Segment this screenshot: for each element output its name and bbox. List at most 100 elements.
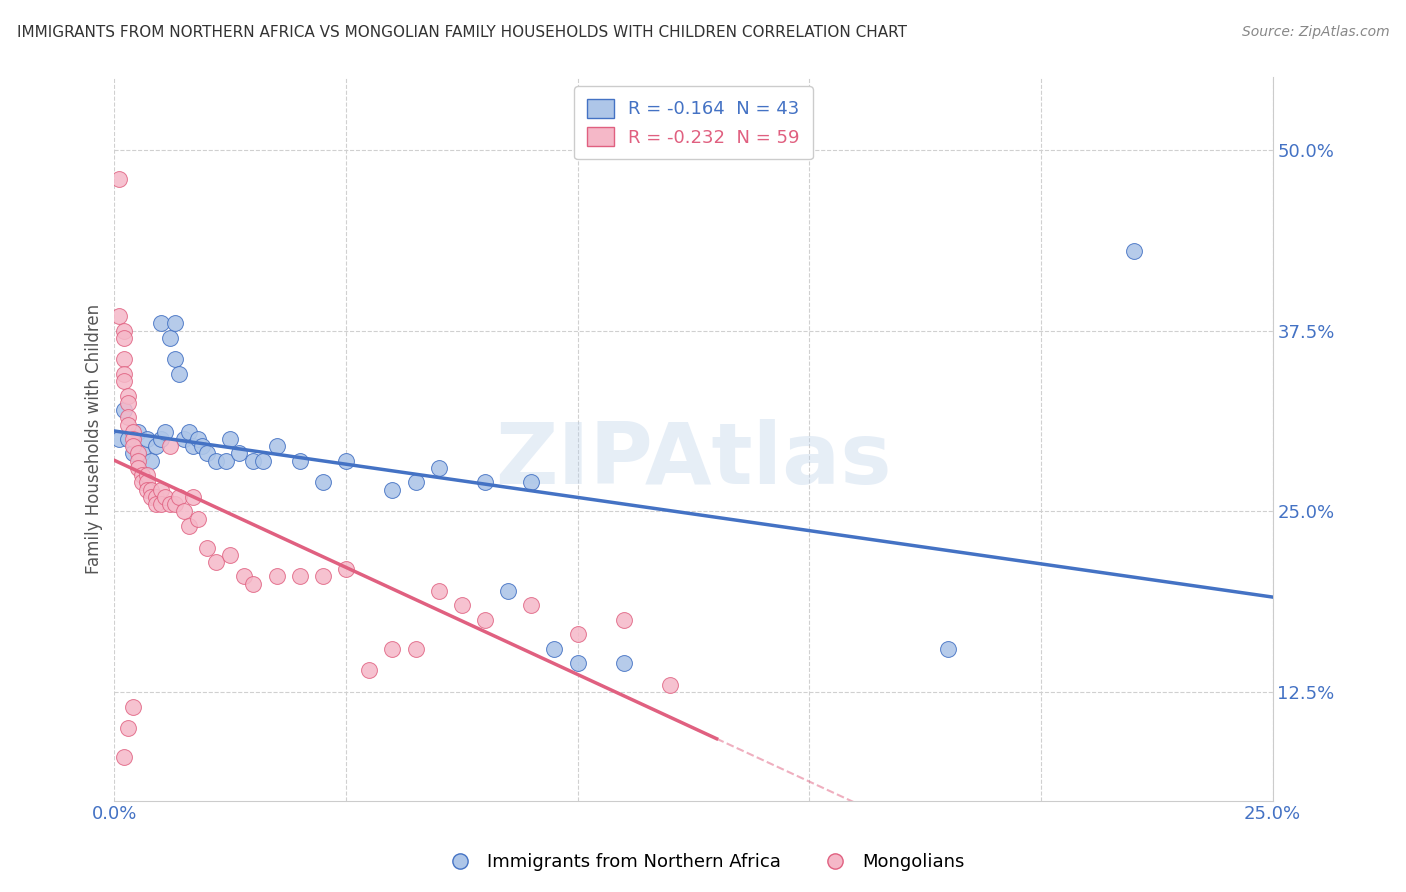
Point [496, 583, 519, 598]
Point [169, 490, 191, 504]
Point [205, 555, 228, 569]
Point [112, 403, 135, 417]
Point [163, 497, 186, 511]
Point [159, 331, 181, 345]
Point [117, 389, 139, 403]
Point [155, 425, 177, 439]
Point [474, 613, 496, 627]
Point [127, 454, 149, 468]
Point [122, 432, 145, 446]
Point [242, 576, 264, 591]
Point [117, 721, 139, 735]
Point [131, 475, 153, 490]
Point [288, 454, 311, 468]
Point [219, 432, 242, 446]
Point [187, 432, 209, 446]
Point [159, 439, 181, 453]
Point [266, 439, 288, 453]
Text: ZIPAtlas: ZIPAtlas [495, 419, 891, 502]
Point [266, 569, 288, 583]
Legend: Immigrants from Northern Africa, Mongolians: Immigrants from Northern Africa, Mongoli… [434, 847, 972, 879]
Point [173, 432, 195, 446]
Point [149, 483, 172, 497]
Point [122, 425, 145, 439]
Point [936, 641, 959, 656]
Point [613, 613, 636, 627]
Point [381, 483, 404, 497]
Point [169, 367, 191, 381]
Point [117, 417, 139, 432]
Point [187, 511, 209, 525]
Point [520, 599, 543, 613]
Point [359, 664, 381, 678]
Point [427, 583, 450, 598]
Point [141, 490, 163, 504]
Point [155, 490, 177, 504]
Point [228, 446, 250, 460]
Point [112, 352, 135, 367]
Point [567, 627, 589, 641]
Point [112, 331, 135, 345]
Point [135, 432, 157, 446]
Point [112, 374, 135, 388]
Point [131, 468, 153, 483]
Point [288, 569, 311, 583]
Point [405, 641, 427, 656]
Point [108, 309, 131, 323]
Point [122, 446, 145, 460]
Point [659, 678, 682, 692]
Point [1122, 244, 1144, 258]
Point [135, 483, 157, 497]
Point [117, 432, 139, 446]
Point [405, 475, 427, 490]
Point [474, 475, 496, 490]
Point [335, 454, 357, 468]
Point [520, 475, 543, 490]
Point [205, 454, 228, 468]
Point [450, 599, 472, 613]
Point [112, 367, 135, 381]
Point [135, 468, 157, 483]
Point [181, 439, 204, 453]
Point [145, 439, 167, 453]
Point [141, 454, 163, 468]
Point [149, 316, 172, 330]
Point [195, 541, 218, 555]
Point [312, 475, 335, 490]
Point [181, 490, 204, 504]
Point [117, 396, 139, 410]
Point [381, 641, 404, 656]
Point [233, 569, 256, 583]
Point [127, 446, 149, 460]
Point [312, 569, 335, 583]
Point [159, 497, 181, 511]
Point [242, 454, 264, 468]
Point [252, 454, 274, 468]
Point [219, 548, 242, 562]
Point [122, 439, 145, 453]
Point [191, 439, 214, 453]
Point [122, 699, 145, 714]
Point [177, 425, 200, 439]
Point [117, 410, 139, 425]
Point [195, 446, 218, 460]
Text: IMMIGRANTS FROM NORTHERN AFRICA VS MONGOLIAN FAMILY HOUSEHOLDS WITH CHILDREN COR: IMMIGRANTS FROM NORTHERN AFRICA VS MONGO… [17, 25, 907, 40]
Point [135, 475, 157, 490]
Point [108, 171, 131, 186]
Point [127, 461, 149, 475]
Point [335, 562, 357, 576]
Y-axis label: Family Households with Children: Family Households with Children [86, 304, 103, 574]
Point [163, 316, 186, 330]
Point [163, 352, 186, 367]
Point [145, 497, 167, 511]
Point [149, 432, 172, 446]
Point [177, 518, 200, 533]
Point [145, 490, 167, 504]
Point [112, 324, 135, 338]
Point [543, 641, 565, 656]
Point [141, 483, 163, 497]
Point [567, 657, 589, 671]
Text: Source: ZipAtlas.com: Source: ZipAtlas.com [1241, 25, 1389, 39]
Point [214, 454, 236, 468]
Legend: R = -0.164  N = 43, R = -0.232  N = 59: R = -0.164 N = 43, R = -0.232 N = 59 [574, 87, 813, 160]
